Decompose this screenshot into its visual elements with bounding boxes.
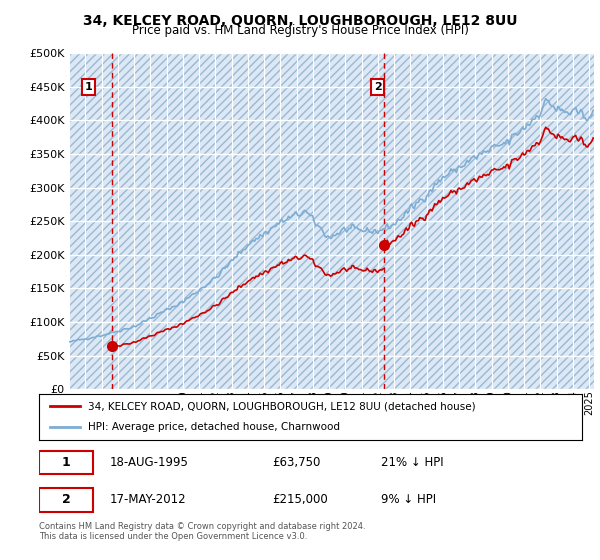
Text: This data is licensed under the Open Government Licence v3.0.: This data is licensed under the Open Gov… [39, 532, 307, 541]
Text: 2: 2 [62, 493, 71, 506]
Text: £215,000: £215,000 [272, 493, 328, 506]
Text: 17-MAY-2012: 17-MAY-2012 [110, 493, 186, 506]
Text: 34, KELCEY ROAD, QUORN, LOUGHBOROUGH, LE12 8UU: 34, KELCEY ROAD, QUORN, LOUGHBOROUGH, LE… [83, 14, 517, 28]
Text: 1: 1 [62, 456, 71, 469]
Text: 34, KELCEY ROAD, QUORN, LOUGHBOROUGH, LE12 8UU (detached house): 34, KELCEY ROAD, QUORN, LOUGHBOROUGH, LE… [88, 401, 475, 411]
Text: 9% ↓ HPI: 9% ↓ HPI [381, 493, 436, 506]
Text: 18-AUG-1995: 18-AUG-1995 [110, 456, 188, 469]
FancyBboxPatch shape [39, 488, 94, 511]
Text: 2: 2 [374, 82, 382, 92]
Text: HPI: Average price, detached house, Charnwood: HPI: Average price, detached house, Char… [88, 422, 340, 432]
Text: Contains HM Land Registry data © Crown copyright and database right 2024.: Contains HM Land Registry data © Crown c… [39, 522, 365, 531]
Text: Price paid vs. HM Land Registry's House Price Index (HPI): Price paid vs. HM Land Registry's House … [131, 24, 469, 37]
Text: 1: 1 [85, 82, 92, 92]
Text: 21% ↓ HPI: 21% ↓ HPI [381, 456, 444, 469]
FancyBboxPatch shape [39, 451, 94, 474]
Text: £63,750: £63,750 [272, 456, 321, 469]
